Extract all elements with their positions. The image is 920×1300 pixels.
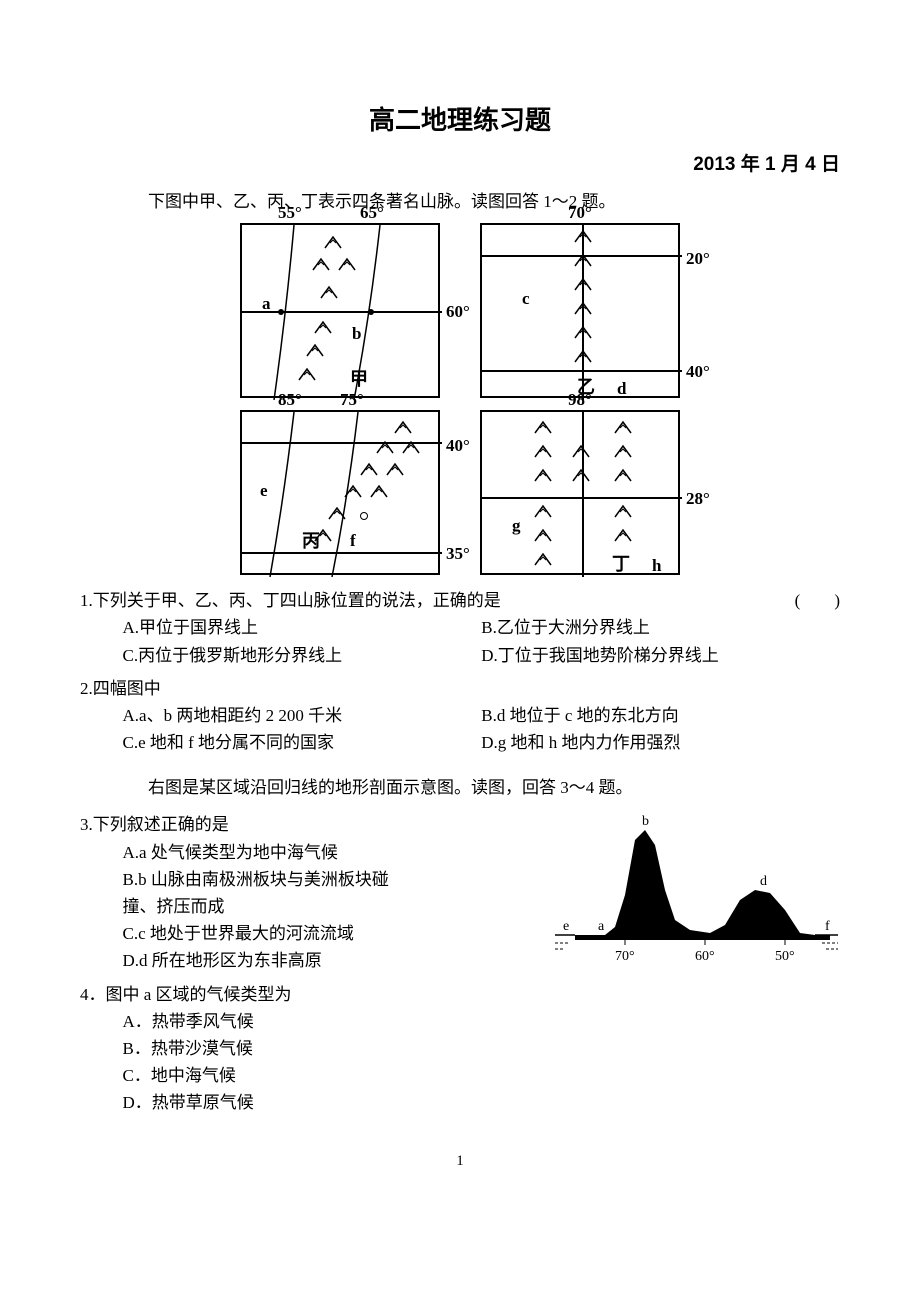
profile-tick-50: 50° <box>775 949 795 964</box>
mountain-icon <box>304 343 326 357</box>
mountain-icon <box>612 528 634 542</box>
map-c: e f 丙 <box>240 410 440 575</box>
q4-opt-b: B．热带沙漠气候 <box>123 1035 531 1062</box>
mountain-icon <box>572 301 594 315</box>
mountain-icon <box>572 277 594 291</box>
profile-label-d: d <box>760 874 767 889</box>
mountain-icon <box>572 229 594 243</box>
intro-text-2: 右图是某区域沿回归线的地形剖面示意图。读图，回答 3～4 题。 <box>80 774 840 801</box>
mountain-icon <box>318 285 340 299</box>
question-4: 4．图中 a 区域的气候类型为 A．热带季风气候 B．热带沙漠气候 C．地中海气… <box>80 981 530 1117</box>
mountain-icon <box>572 349 594 363</box>
mountain-icon <box>392 420 414 434</box>
mountain-icon <box>612 504 634 518</box>
q1-opt-a: A.甲位于国界线上 <box>123 614 482 641</box>
q4-text: 4．图中 a 区域的气候类型为 <box>80 981 530 1008</box>
mountain-icon <box>310 257 332 271</box>
mountain-icon <box>572 253 594 267</box>
mountain-icon <box>612 468 634 482</box>
map-c-deg-40: 40° <box>446 432 470 459</box>
map-d: g h 丁 <box>480 410 680 575</box>
q1-opt-c: C.丙位于俄罗斯地形分界线上 <box>123 642 482 669</box>
mountain-icon <box>570 444 592 458</box>
map-a-label-a: a <box>262 290 271 317</box>
mountain-icon <box>374 440 396 454</box>
q2-opt-d: D.g 地和 h 地内力作用强烈 <box>481 729 840 756</box>
q3-opt-a: A.a 处气候类型为地中海气候 <box>123 839 531 866</box>
profile-tick-70: 70° <box>615 949 635 964</box>
mountain-icon <box>358 462 380 476</box>
map-row-1: 55° 65° 60° a b 甲 70° 20° 40° <box>80 223 840 398</box>
mountain-icon <box>322 235 344 249</box>
map-b-deg-20: 20° <box>686 245 710 272</box>
q1-opt-d: D.丁位于我国地势阶梯分界线上 <box>481 642 840 669</box>
map-d-cn: 丁 <box>612 550 630 579</box>
q3-opt-b2: 撞、挤压而成 <box>123 893 531 920</box>
q3-q4-block: 3.下列叙述正确的是 A.a 处气候类型为地中海气候 B.b 山脉由南极洲板块与… <box>80 805 840 1118</box>
q4-opt-d: D．热带草原气候 <box>123 1089 531 1116</box>
map-c-label-f: f <box>350 527 356 554</box>
profile-label-a: a <box>598 919 605 934</box>
mountain-icon <box>532 468 554 482</box>
map-b-label-c: c <box>522 285 530 312</box>
q1-paren: ( ) <box>795 587 840 614</box>
profile-label-f: f <box>825 919 830 934</box>
map-a-label-b: b <box>352 320 361 347</box>
question-3: 3.下列叙述正确的是 A.a 处气候类型为地中海气候 B.b 山脉由南极洲板块与… <box>80 811 530 974</box>
q3-opt-c: C.c 地处于世界最大的河流流域 <box>123 920 531 947</box>
mountain-icon <box>532 504 554 518</box>
map-b-deg-40: 40° <box>686 358 710 385</box>
mountain-icon <box>312 320 334 334</box>
question-1: 1.下列关于甲、乙、丙、丁四山脉位置的说法，正确的是 ( ) A.甲位于国界线上… <box>80 587 840 669</box>
mountain-icon <box>296 367 318 381</box>
page-title: 高二地理练习题 <box>80 100 840 142</box>
map-b-label-d: d <box>617 375 626 402</box>
q2-opt-b: B.d 地位于 c 地的东北方向 <box>481 702 840 729</box>
q3-opt-d: D.d 所在地形区为东非高原 <box>123 947 531 974</box>
q4-opt-a: A．热带季风气候 <box>123 1008 531 1035</box>
terrain-profile-icon: e a b c d f 70° 60° 50° <box>550 815 840 970</box>
q3-opt-b: B.b 山脉由南极洲板块与美洲板块碰 <box>123 866 531 893</box>
profile-tick-60: 60° <box>695 949 715 964</box>
mountain-icon <box>532 420 554 434</box>
map-c-deg-35: 35° <box>446 540 470 567</box>
map-d-label-g: g <box>512 512 521 539</box>
q2-opt-a: A.a、b 两地相距约 2 200 千米 <box>123 702 482 729</box>
q4-opt-c: C．地中海气候 <box>123 1062 531 1089</box>
mountain-icon <box>342 484 364 498</box>
q1-text: 1.下列关于甲、乙、丙、丁四山脉位置的说法，正确的是 <box>80 587 501 614</box>
mountain-icon <box>532 444 554 458</box>
q2-opt-c: C.e 地和 f 地分属不同的国家 <box>123 729 482 756</box>
question-2: 2.四幅图中 A.a、b 两地相距约 2 200 千米 B.d 地位于 c 地的… <box>80 675 840 757</box>
mountain-icon <box>572 325 594 339</box>
mountain-icon <box>612 444 634 458</box>
map-b: c d 乙 <box>480 223 680 398</box>
q3-text: 3.下列叙述正确的是 <box>80 811 530 838</box>
mountain-icon <box>312 528 334 542</box>
mountain-icon <box>612 420 634 434</box>
map-row-2: 85° 75° 40° 35° e f 丙 98° 28° <box>80 410 840 575</box>
mountain-icon <box>326 506 348 520</box>
mountain-icon <box>532 552 554 566</box>
mountain-icon <box>570 468 592 482</box>
map-a: a b 甲 <box>240 223 440 398</box>
map-a-deg-60: 60° <box>446 298 470 325</box>
mountain-icon <box>384 462 406 476</box>
map-d-label-h: h <box>652 552 661 579</box>
q2-text: 2.四幅图中 <box>80 675 840 702</box>
map-d-deg-28: 28° <box>686 485 710 512</box>
mountain-icon <box>368 484 390 498</box>
mountain-icon <box>400 440 422 454</box>
profile-label-b: b <box>642 815 649 829</box>
profile-label-c: c <box>700 916 706 931</box>
mountain-icon <box>532 528 554 542</box>
intro-text-1: 下图中甲、乙、丙、丁表示四条著名山脉。读图回答 1～2 题。 <box>80 188 840 215</box>
map-c-label-e: e <box>260 477 268 504</box>
page-number: 1 <box>80 1149 840 1173</box>
profile-chart: e a b c d f 70° 60° 50° <box>550 805 840 1118</box>
q1-opt-b: B.乙位于大洲分界线上 <box>481 614 840 641</box>
mountain-icon <box>336 257 358 271</box>
profile-label-e: e <box>563 919 569 934</box>
date-label: 2013 年 1 月 4 日 <box>80 150 840 180</box>
